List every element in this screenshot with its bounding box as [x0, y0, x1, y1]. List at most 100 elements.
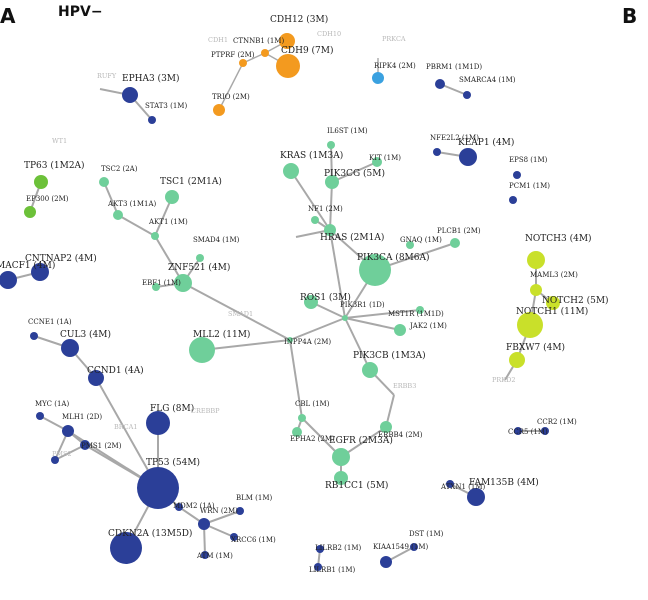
node-label-pik3cb: PIK3CB (1M3A)	[353, 350, 426, 361]
panel-letter-b: B	[622, 4, 637, 28]
node-label-tp53: TP53 (54M)	[146, 457, 200, 468]
node-notch3	[527, 251, 545, 269]
node-label-smad4: SMAD4 (1M)	[193, 236, 240, 244]
node-label-tp63: TP63 (1M2A)	[24, 160, 85, 171]
node-label-ccnd1: CCND1 (4A)	[87, 365, 144, 376]
node-label-cul3: CUL3 (4M)	[60, 329, 111, 340]
node-znf521	[174, 274, 192, 292]
node-nfe2l2	[433, 148, 441, 156]
node-label-trio: TRIO (2M)	[212, 93, 250, 101]
node-tp53	[137, 467, 179, 509]
node-label-egfr: EGFR (2M3A)	[329, 435, 393, 446]
node-cdh9	[276, 54, 300, 78]
node-dst	[410, 543, 418, 551]
node-cul3	[61, 339, 79, 357]
node-label-ccr2: CCR2 (1M)	[537, 418, 577, 426]
node-label-epha3: EPHA3 (3M)	[122, 73, 180, 84]
node-notch2	[546, 296, 560, 310]
node-label-nf1: NF1 (2M)	[308, 205, 343, 213]
ghost-label-smad1: SMAD1	[228, 310, 253, 318]
node-cbl	[298, 414, 306, 422]
node-label-ros1: ROS1 (3M)	[300, 292, 351, 303]
node-label-ebf1: EBF1 (1M)	[142, 279, 181, 287]
node-tsc1	[165, 190, 179, 204]
node-label-fam135b: FAM135B (4M)	[469, 477, 539, 488]
node-label-il6st: IL6ST (1M)	[327, 127, 368, 135]
node-ccr2	[541, 427, 549, 435]
node-pms1	[80, 440, 90, 450]
node-label-cntnap2: CNTNAP2 (4M)	[25, 253, 97, 264]
node-label-blm: BLM (1M)	[236, 494, 273, 502]
node-label-tsc2: TSC2 (2A)	[101, 165, 138, 173]
node-atm	[201, 551, 209, 559]
node-label-flg: FLG (8M)	[150, 403, 194, 414]
node-label-macf1: MACF1 (4M)	[0, 260, 55, 271]
node-wrn	[198, 518, 210, 530]
node-akt3	[113, 210, 123, 220]
node-label-pbrm1: PBRM1 (1M1D)	[426, 63, 482, 71]
node-label-notch2: NOTCH2 (5M)	[542, 295, 609, 306]
node-kiaa1549	[380, 556, 392, 568]
node-gnaq	[406, 241, 414, 249]
node-epha3	[122, 87, 138, 103]
node-label-plcb1: PLCB1 (2M)	[437, 227, 481, 235]
node-keap1	[459, 148, 477, 166]
node-label-myc: MYC (1A)	[35, 400, 69, 408]
node-erbb4	[380, 421, 392, 433]
node-fam135b	[467, 488, 485, 506]
node-label-stat3: STAT3 (1M)	[145, 102, 187, 110]
node-epha2	[292, 427, 302, 437]
node-macf1	[0, 271, 17, 289]
ghost-label-cdh1: CDH1	[208, 36, 228, 44]
node-label-erbb4: ERBB4 (2M)	[378, 431, 423, 439]
node-label-pik3r1: PIK3R1 (1D)	[340, 301, 385, 309]
node-plcb1	[450, 238, 460, 248]
node-label-dst: DST (1M)	[409, 530, 444, 538]
node-label-atxn1: ATXN1 (1M)	[440, 483, 485, 491]
ghost-label-prkca: PRKCA	[382, 35, 406, 43]
node-mlh1	[62, 425, 74, 437]
node-label-znf521: ZNF521 (4M)	[168, 262, 230, 273]
ghost-label-brca1: BRCA1	[114, 423, 137, 431]
node-ebf1	[152, 283, 160, 291]
node-label-mll2: MLL2 (11M)	[193, 329, 250, 340]
node-label-ccr5: CCR5 (1M)	[508, 428, 548, 436]
node-pik3cb	[362, 362, 378, 378]
node-label-epha2: EPHA2 (2M)	[290, 435, 335, 443]
node-label-fbxw7: FBXW7 (4M)	[506, 342, 565, 353]
node-cntnap2	[31, 263, 49, 281]
node-layer	[0, 33, 560, 571]
node-label-ccne1: CCNE1 (1A)	[28, 318, 72, 326]
node-label-akt1: AKT1 (1M)	[148, 218, 188, 226]
ghost-label-wt1: WT1	[52, 137, 67, 145]
node-label-pms1: PMS1 (2M)	[81, 442, 122, 450]
ghost-label-cdh10: CDH10	[317, 30, 341, 38]
label-layer: CDH12 (3M) CDH9 (7M)CTNNB1 (1M) PTPRF (2M)…	[0, 14, 609, 574]
node-ccnd1	[88, 370, 104, 386]
node-pik3r1	[342, 315, 348, 321]
node-pcm1	[509, 196, 517, 204]
node-ros1	[304, 295, 318, 309]
node-xrcc6	[230, 533, 238, 541]
node-label-tsc1: TSC1 (2M1A)	[160, 176, 222, 187]
node-label-maml3: MAML3 (2M)	[530, 271, 578, 279]
node-label-pik3ca: PIK3CA (8M6A)	[357, 252, 430, 263]
node-pbrm1	[435, 79, 445, 89]
ghost-label-erbb3: ERBB3	[393, 382, 416, 390]
node-lilrb1	[314, 563, 322, 571]
node-inpp4a	[287, 337, 293, 343]
node-nf1	[311, 216, 319, 224]
node-mst1r	[394, 324, 406, 336]
node-label-lilrb2: LILRB2 (1M)	[315, 544, 362, 552]
node-label-xrcc6: XRCC6 (1M)	[231, 536, 276, 544]
node-atxn1	[446, 480, 454, 488]
node-ccr5	[514, 427, 522, 435]
node-ptprf	[239, 59, 247, 67]
node-ctnnb1	[261, 49, 269, 57]
node-label-hras: HRAS (2M1A)	[320, 232, 384, 243]
node-maml3	[530, 284, 542, 296]
node-ripk4	[372, 72, 384, 84]
panel-letter-a: A	[0, 4, 16, 28]
